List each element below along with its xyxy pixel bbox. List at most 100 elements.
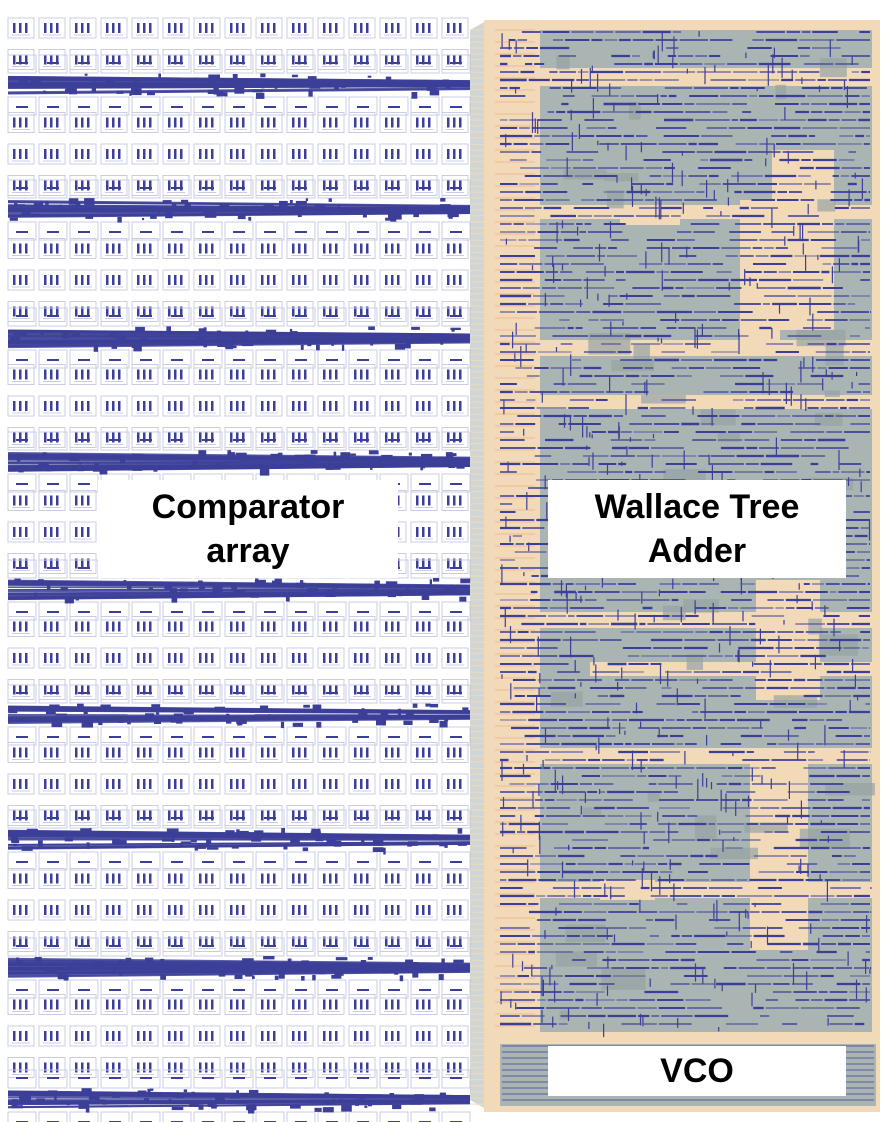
bus-via (95, 1099, 106, 1104)
bus-via (189, 1101, 199, 1107)
cell-outline (38, 112, 66, 133)
bus-via (111, 209, 120, 212)
adder-block-dark (808, 618, 822, 635)
bus-via (19, 332, 28, 337)
cell-transistor (87, 558, 90, 569)
cell-outline (255, 1111, 285, 1122)
cell-outline (410, 238, 438, 259)
cell-transistor (354, 432, 357, 443)
bus-via (411, 92, 418, 99)
cell-transistor (298, 401, 301, 411)
cell-transistor (323, 1031, 326, 1041)
cell-transistor (428, 117, 431, 128)
cell-transistor (180, 180, 183, 191)
bus-via (334, 85, 339, 90)
cell-transistor (298, 621, 301, 632)
bus-via (371, 460, 383, 465)
cell-outline (379, 1025, 407, 1047)
cell-outline (69, 221, 99, 241)
cell-outline (410, 994, 438, 1015)
cell-outline (286, 179, 316, 199)
cell-transistor (416, 495, 419, 506)
cell-transistor (453, 810, 456, 821)
cell-transistor (87, 999, 90, 1010)
cell-transistor (428, 369, 431, 380)
cell-outline (286, 809, 316, 829)
bus-via (77, 703, 84, 708)
cell-transistor (422, 621, 425, 632)
cell-transistor (25, 306, 28, 317)
adder-block-dark (641, 395, 686, 404)
cell-transistor (236, 905, 239, 915)
cell-transistor (87, 905, 90, 915)
bus-via (126, 845, 137, 849)
cell-transistor (385, 180, 388, 191)
cell-transistor (304, 1062, 307, 1073)
bus-via (150, 214, 157, 219)
cell-outline (255, 1025, 283, 1047)
cell-transistor (75, 401, 78, 411)
cell-outline (100, 307, 130, 327)
cell-outline (162, 616, 190, 637)
cell-outline (441, 112, 469, 133)
cell-transistor (354, 180, 357, 191)
cell-outline (348, 431, 378, 451)
cell-transistor (416, 684, 419, 695)
bus-via (229, 1093, 240, 1099)
cell-transistor (19, 23, 22, 33)
cell-outline (69, 490, 97, 511)
cell-transistor (459, 243, 462, 254)
cell-outline (317, 112, 345, 133)
cell-outline (286, 979, 316, 999)
cell-transistor (118, 306, 121, 317)
cell-transistor (149, 180, 152, 191)
bus-via (21, 209, 31, 215)
cell-transistor (143, 401, 146, 411)
bus-via (397, 708, 401, 716)
cell-outline (317, 238, 345, 259)
cell-outline (410, 742, 438, 763)
cell-transistor (422, 54, 425, 65)
cell-transistor (81, 23, 84, 33)
cell-transistor (422, 558, 425, 569)
cell-transistor (13, 653, 16, 663)
bus-via (219, 203, 230, 207)
cell-transistor (75, 936, 78, 947)
cell-transistor (323, 810, 326, 821)
adder-block-dark (819, 58, 847, 78)
cell-outline (441, 521, 469, 543)
cell-transistor (13, 779, 16, 789)
adder-block-dark (686, 654, 703, 670)
bus-via (294, 205, 300, 213)
cell-transistor (459, 747, 462, 758)
cell-transistor (230, 306, 233, 317)
cell-transistor (323, 905, 326, 915)
bus-via (236, 1090, 239, 1094)
cell-transistor (397, 54, 400, 65)
cell-transistor (428, 495, 431, 506)
cell-transistor (56, 23, 59, 33)
cell-outline (38, 179, 68, 199)
cell-transistor (236, 117, 239, 128)
cell-transistor (298, 1062, 301, 1073)
cell-transistor (180, 275, 183, 285)
cell-transistor (459, 779, 462, 789)
bus-via (203, 327, 207, 334)
cell-transistor (25, 54, 28, 65)
cell-outline (379, 364, 407, 385)
cell-transistor (81, 810, 84, 821)
bus-via (132, 453, 143, 457)
bus-wire (7, 841, 471, 846)
cell-outline (410, 601, 440, 621)
cell-outline (224, 431, 254, 451)
bus-via (37, 80, 42, 84)
cell-transistor (137, 779, 140, 789)
bus-via (260, 705, 269, 711)
bus-via (197, 336, 203, 340)
cell-transistor (25, 149, 28, 159)
cell-transistor (273, 149, 276, 159)
cell-transistor (199, 684, 202, 695)
cell-transistor (391, 621, 394, 632)
cell-outline (131, 395, 159, 417)
cell-transistor (19, 149, 22, 159)
